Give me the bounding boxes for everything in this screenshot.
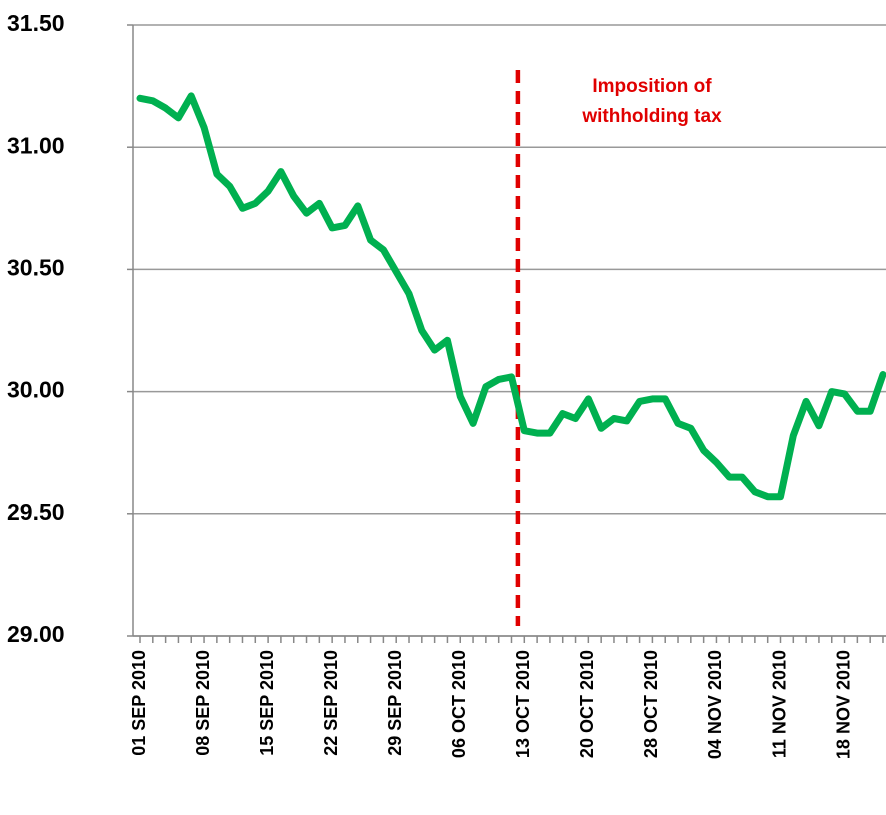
x-tick-label: 28 OCT 2010 bbox=[641, 650, 661, 758]
annotation: withholding tax bbox=[581, 106, 722, 127]
x-tick-label: 04 NOV 2010 bbox=[705, 650, 725, 759]
y-tick-label: 30.00 bbox=[7, 377, 65, 403]
x-tick-label: 13 OCT 2010 bbox=[513, 650, 533, 758]
x-tick-label: 18 NOV 2010 bbox=[833, 650, 853, 759]
line-series bbox=[136, 92, 886, 501]
y-tick-label: 31.00 bbox=[7, 132, 65, 158]
x-tick-label: 06 OCT 2010 bbox=[449, 650, 469, 758]
annotation: Imposition of bbox=[592, 76, 712, 97]
x-tick-label: 08 SEP 2010 bbox=[193, 650, 213, 756]
y-tick-label: 31.50 bbox=[7, 10, 65, 36]
x-tick-label: 15 SEP 2010 bbox=[257, 650, 277, 756]
x-tick-label: 22 SEP 2010 bbox=[321, 650, 341, 756]
x-tick-label: 01 SEP 2010 bbox=[129, 650, 149, 756]
x-tick-label: 20 OCT 2010 bbox=[577, 650, 597, 758]
x-tick-label: 29 SEP 2010 bbox=[385, 650, 405, 756]
y-tick-label: 29.50 bbox=[7, 499, 65, 525]
y-tick-label: 29.00 bbox=[7, 621, 65, 647]
y-tick-label: 30.50 bbox=[7, 254, 65, 280]
x-tick-label: 11 NOV 2010 bbox=[769, 650, 789, 758]
